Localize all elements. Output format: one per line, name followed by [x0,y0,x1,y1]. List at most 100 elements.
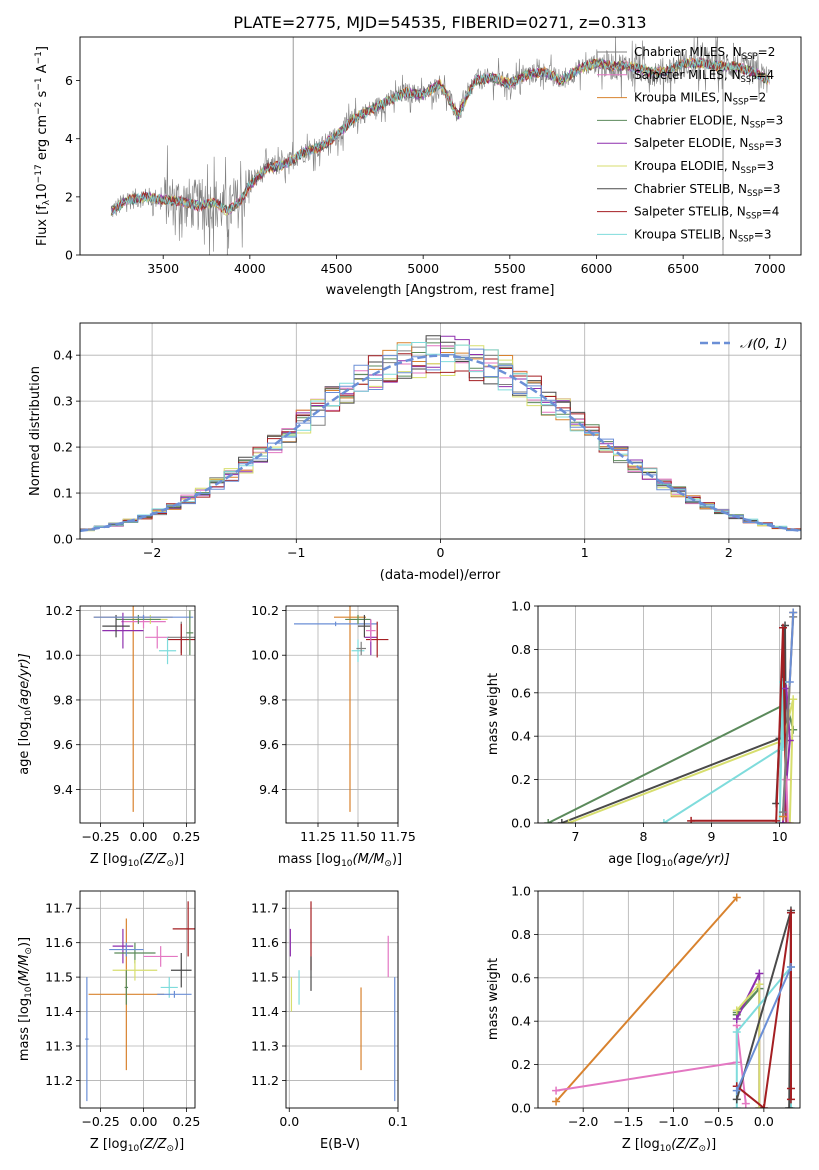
point-blueextra [157,990,192,998]
label-segment: mass [log [278,852,341,867]
y-axis-label: mass weight [486,958,501,1040]
marker-kroupa-elodie [785,819,794,823]
y-tick-label: 0.6 [511,685,531,700]
y-tick-label: 0.0 [511,1101,531,1116]
y-tick-label: 10.2 [45,603,73,618]
plot-area [552,893,795,1108]
plot-area [93,606,195,812]
y-tick-label: 11.3 [251,1039,279,1054]
label-segment: mass [log [17,998,32,1061]
y-axis-label: Normed distribution [28,366,43,496]
point-kroupa-elodie [112,959,158,981]
label-segment: (Z/Z [671,1137,699,1152]
label-segment: A [35,64,50,77]
x-axis-label: age [log10(age/yr)] [608,852,730,869]
x-tick-label: 6000 [581,261,613,276]
legend-label-normal: 𝒩(0, 1) [740,337,787,352]
legend-sub: SSP [741,75,757,85]
label-segment: )] [174,1137,184,1152]
series-chabrier-stelib [561,625,788,823]
chart-panel-3: −0.25 0.00 0.259.49.69.810.010.2Z [log10(Z… [17,603,200,869]
y-tick-label: 2 [65,189,73,204]
legend-sub: SSP [738,234,754,244]
label-segment: (Z/Z [139,852,167,867]
point-blueextra [93,614,194,620]
x-tick-label: 0.25 [172,829,200,844]
label-segment: −2 [34,102,44,115]
x-tick-label: 7 [571,829,579,844]
label-segment: E(B-V) [320,1137,360,1152]
marker-salpeter-stelib [778,623,787,632]
y-tick-label: 11.5 [45,970,73,985]
label-segment: Z [log [622,1137,660,1152]
label-segment: age [log [17,722,32,775]
x-tick-label: 4000 [234,261,266,276]
marker-kroupa-elodie [789,695,798,704]
y-tick-label: 10.0 [251,648,279,663]
legend-sub: SSP [733,98,749,108]
plot-area [80,335,801,533]
point-chabrier-stelib [358,614,371,638]
legend-model: Kroupa MILES, N [634,91,733,105]
label-segment: wavelength [Angstrom, rest frame] [326,283,555,298]
label-segment: Z [log [90,852,128,867]
figure-title: PLATE=2775, MJD=54535, FIBERID=0271, z=0… [233,13,646,32]
label-segment: s [35,90,50,101]
marker-salpeter-miles [741,1099,750,1108]
legend-label-kroupa-miles: Kroupa MILES, NSSP=2 [634,91,766,108]
label-segment: 10 [661,859,673,869]
y-tick-label: 9.4 [53,782,73,797]
label-segment: 10 [128,859,140,869]
y-tick-label: 11.6 [251,935,279,950]
series-blueextra [735,966,792,1092]
label-segment: )] [174,852,184,867]
label-segment: 10 [341,859,353,869]
x-tick-label: 1 [581,545,589,560]
marker-kroupa-stelib [732,1104,741,1108]
legend-nssp: =4 [756,68,774,82]
y-tick-label: 0.3 [53,394,73,409]
marker-chabrier-stelib [557,819,566,823]
y-tick-label: 6 [65,73,73,88]
marker-chabrier-miles [778,808,787,817]
chart-panel-6: −0.25 0.00 0.25 11.2 11.3 11.4 11.5 11.6 11.7 Z [… [17,890,200,1154]
label-segment: 10 [660,1144,672,1154]
legend-nssp: =2 [758,45,776,59]
y-tick-label: 11.7 [45,901,73,916]
y-tick-label: 11.5 [251,970,279,985]
legend-label-kroupa-elodie: Kroupa ELODIE, NSSP=3 [634,159,774,176]
label-segment: ⊙ [166,1144,174,1154]
point-chabrier-elodie [114,942,156,964]
x-tick-label: 0.1 [388,1114,408,1129]
plot-area [110,37,770,255]
label-segment: ⊙ [698,1144,706,1154]
y-tick-label: 11.6 [45,935,73,950]
point-chabrier-elodie [345,614,371,624]
label-segment: 10 [24,710,34,722]
chart-panel-1: 3500 4000 4500 5000 5500 6000 6500 7000 0 2 4 6 Chab… [34,36,802,298]
point-salpeter-elodie [102,612,144,649]
y-tick-label: 0.0 [53,532,73,547]
point-blueextra [109,942,144,957]
x-tick-label: 0 [437,545,445,560]
legend-label-salpeter-elodie: Salpeter ELODIE, NSSP=3 [634,136,782,153]
marker-kroupa-stelib [786,1104,795,1108]
axes-frame [79,322,802,540]
hist-salpeter-elodie [80,335,801,531]
legend-nssp: =4 [762,205,780,219]
y-tick-label: 9.8 [259,692,279,707]
marker-salpeter-stelib [772,816,781,823]
point-kroupa-miles [334,606,366,812]
marker-kroupa-miles [732,893,741,902]
y-tick-label: 11.2 [45,1073,73,1088]
legend-label-chabrier-elodie: Chabrier ELODIE, NSSP=3 [634,113,783,130]
point-kroupa-stelib [351,639,365,662]
plot-area [544,608,798,823]
y-tick-label: 10.0 [45,648,73,663]
y-tick-label: 0.2 [511,1057,531,1072]
y-axis-label: mass weight [486,673,501,755]
x-tick-label: −1.5 [613,1114,643,1129]
x-tick-label: −1.0 [658,1114,688,1129]
marker-salpeter-stelib [687,816,696,823]
y-tick-label: 9.6 [53,737,73,752]
